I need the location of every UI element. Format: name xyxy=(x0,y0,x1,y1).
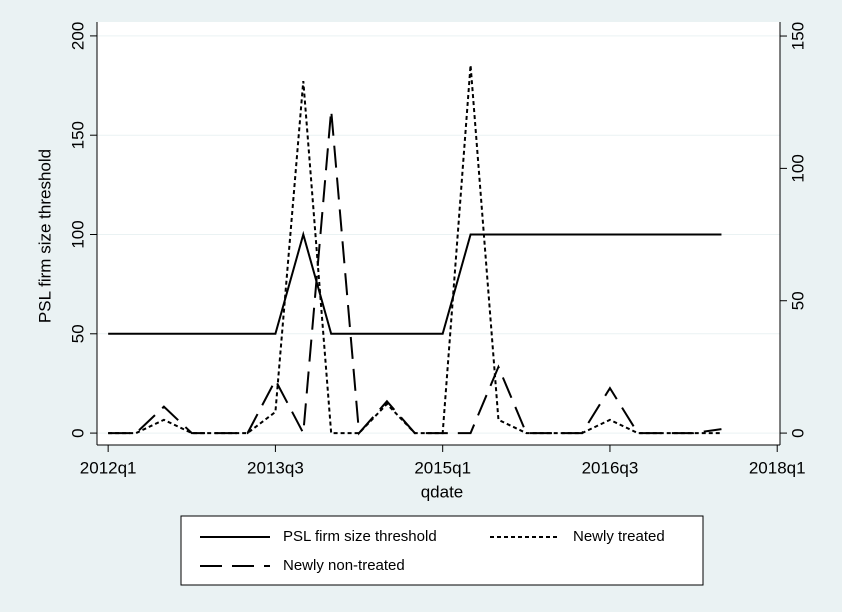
x-tick-label: 2015q1 xyxy=(414,458,471,477)
legend-label: PSL firm size threshold xyxy=(283,528,437,545)
y-tick-label: 100 xyxy=(68,220,87,248)
y-tick-label: 150 xyxy=(68,121,87,149)
x-axis-title: qdate xyxy=(421,482,464,501)
x-tick-label: 2018q1 xyxy=(749,458,806,477)
y2-tick-label: 100 xyxy=(788,154,807,182)
y2-tick-label: 150 xyxy=(788,22,807,50)
legend-label: Newly non-treated xyxy=(283,557,405,574)
series-line xyxy=(108,230,722,335)
y-tick-label: 0 xyxy=(68,428,87,437)
x-tick-label: 2013q3 xyxy=(247,458,304,477)
y2-tick-label: 0 xyxy=(788,428,807,437)
y-tick-label: 50 xyxy=(68,324,87,343)
y2-tick-label: 50 xyxy=(788,291,807,310)
y-tick-label: 200 xyxy=(68,22,87,50)
series-line xyxy=(108,110,722,437)
x-tick-label: 2012q1 xyxy=(80,458,137,477)
legend xyxy=(180,515,704,586)
x-tick-label: 2016q3 xyxy=(582,458,639,477)
legend-label: Newly treated xyxy=(573,528,665,545)
y-axis-title: PSL firm size threshold xyxy=(35,149,54,323)
